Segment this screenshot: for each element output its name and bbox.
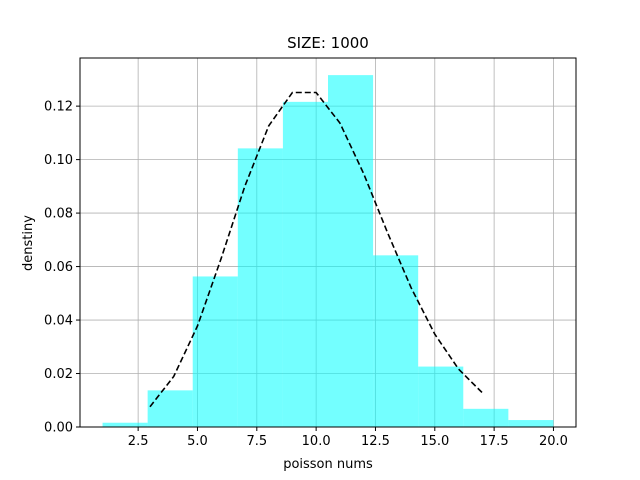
- histogram-bar: [237, 148, 283, 427]
- histogram-bar: [463, 408, 509, 427]
- x-tick-label: 10.0: [302, 434, 331, 449]
- x-tick-label: 17.5: [480, 434, 509, 449]
- x-tick-label: 2.5: [128, 434, 149, 449]
- histogram-bar: [328, 75, 374, 428]
- histogram-bar: [102, 422, 148, 427]
- y-axis-ticks: 0.00 0.02 0.04 0.06 0.08 0.10 0.12: [44, 100, 80, 436]
- plot-frame: [79, 57, 577, 428]
- y-tick-label: 0.10: [44, 153, 73, 168]
- x-tick-label: 15.0: [420, 434, 449, 449]
- histogram-bar: [192, 276, 238, 427]
- x-axis-label: poisson nums: [283, 457, 373, 472]
- histogram-bars: [102, 75, 554, 428]
- density-line: [149, 91, 483, 408]
- histogram-bar: [282, 101, 328, 427]
- y-tick-label: 0.06: [44, 260, 73, 275]
- histogram-bar: [508, 420, 554, 427]
- x-tick-label: 20.0: [539, 434, 568, 449]
- y-tick-label: 0.04: [44, 314, 73, 329]
- histogram-bar: [147, 390, 193, 427]
- y-axis-label: denstiny: [21, 215, 36, 271]
- x-axis-ticks: 2.5 5.0 7.5 10.0 12.5 15.0 17.5 20.0: [128, 427, 568, 449]
- x-tick-label: 12.5: [361, 434, 390, 449]
- y-tick-label: 0.12: [44, 100, 73, 115]
- x-tick-label: 5.0: [187, 434, 208, 449]
- y-tick-label: 0.00: [44, 421, 73, 436]
- y-tick-label: 0.08: [44, 207, 73, 222]
- x-tick-label: 7.5: [246, 434, 267, 449]
- histogram-bar: [373, 255, 419, 427]
- density-curve: [149, 91, 483, 408]
- chart-title: SIZE: 1000: [287, 34, 369, 52]
- histogram-bar: [418, 366, 464, 427]
- y-tick-label: 0.02: [44, 367, 73, 382]
